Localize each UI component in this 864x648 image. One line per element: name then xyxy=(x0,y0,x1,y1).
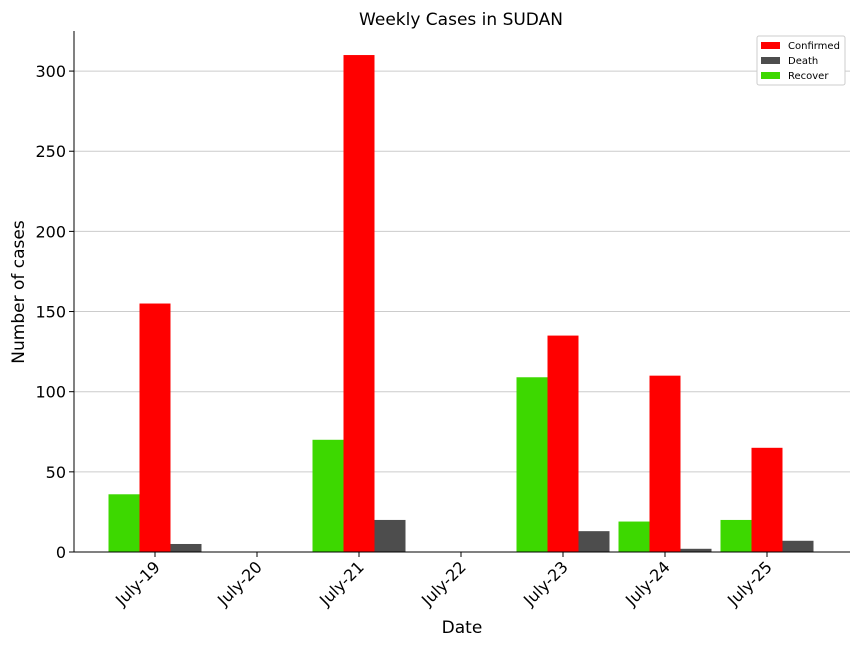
bar-confirmed xyxy=(343,55,375,553)
bar-recover xyxy=(720,519,752,552)
y-tick-label: 100 xyxy=(35,383,66,402)
bar-death xyxy=(782,540,814,552)
bar-death xyxy=(680,548,712,552)
y-tick-label: 50 xyxy=(46,463,66,482)
x-tick-label: July-25 xyxy=(723,557,776,610)
y-tick-label: 250 xyxy=(35,142,66,161)
y-tick-label: 300 xyxy=(35,62,66,81)
bar-death xyxy=(578,531,610,552)
bar-confirmed xyxy=(547,335,579,552)
legend-swatch xyxy=(761,57,780,64)
bar-death xyxy=(374,519,406,552)
bar-recover xyxy=(618,521,650,552)
legend: Confirmed Death Recover xyxy=(756,35,846,86)
x-tick-label: July-24 xyxy=(621,557,674,610)
y-axis-label: Number of cases xyxy=(9,220,29,364)
bar-confirmed xyxy=(649,375,681,552)
legend-label: Confirmed xyxy=(788,41,840,52)
legend-label: Recover xyxy=(788,71,829,82)
x-tick-label: July-22 xyxy=(417,557,470,610)
bar-recover xyxy=(516,377,548,552)
x-axis-label: Date xyxy=(442,618,483,638)
y-ticks: 0 50 100 150 200 250 300 xyxy=(35,62,74,562)
bar-recover xyxy=(108,494,140,552)
bars xyxy=(108,55,814,553)
legend-swatch xyxy=(761,42,780,49)
x-tick-label: July-21 xyxy=(315,557,368,610)
chart-title: Weekly Cases in SUDAN xyxy=(359,10,563,30)
x-tick-label: July-19 xyxy=(111,557,164,610)
gridlines xyxy=(74,70,850,473)
y-tick-label: 150 xyxy=(35,303,66,322)
x-ticks: July-19 July-20 July-21 July-22 July-23 July-… xyxy=(111,552,776,610)
x-tick-label: July-23 xyxy=(519,557,572,610)
y-tick-label: 200 xyxy=(35,222,66,241)
bar-confirmed xyxy=(139,303,171,552)
bar-recover xyxy=(312,439,344,552)
bar-confirmed xyxy=(751,447,783,552)
legend-swatch xyxy=(761,72,780,79)
bar-death xyxy=(170,543,202,552)
x-tick-label: July-20 xyxy=(213,557,266,610)
legend-label: Death xyxy=(788,56,818,67)
y-tick-label: 0 xyxy=(56,543,66,562)
